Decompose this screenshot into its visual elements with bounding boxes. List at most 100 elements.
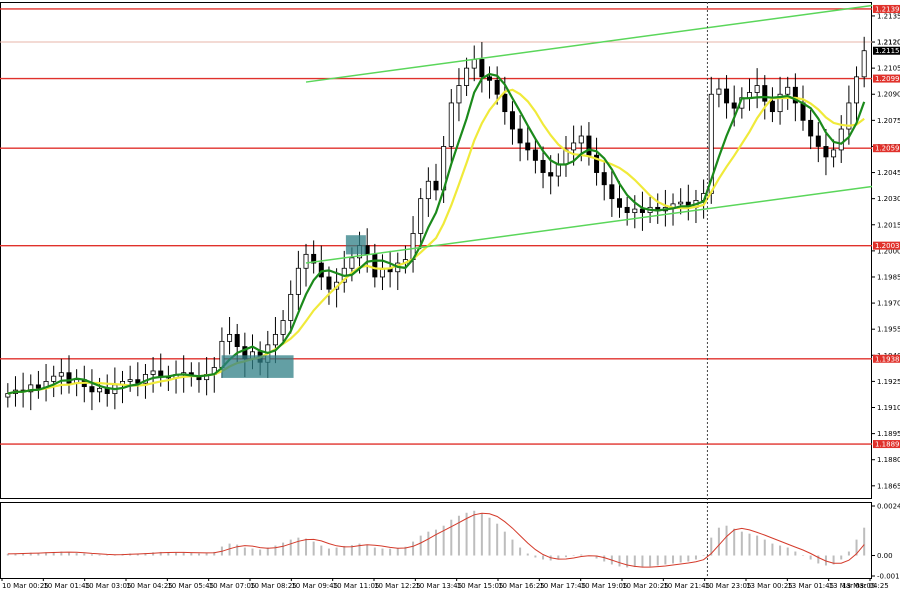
candle [624,206,630,213]
candle [532,149,538,161]
histogram-bar [832,555,835,565]
current-price-box [873,46,900,55]
candle [509,111,515,130]
histogram-bar [496,523,499,556]
histogram-bar [381,548,384,556]
candle [448,102,454,147]
candle [540,159,546,173]
histogram-bar [771,543,774,556]
histogram-bar [90,554,93,556]
level-label: 1.1938 [875,355,900,363]
time-tick-label: 13 Mar 00:25 [746,582,793,590]
histogram-bar [159,551,162,556]
histogram-bar [526,553,529,556]
time-tick-label: 10 Mar 00:25 [2,582,49,590]
time-tick-label: 13 Mar 01:45 [787,582,834,590]
time-tick-label: 10 Mar 15:05 [457,582,504,590]
level-label: 1.2059 [875,145,900,153]
price-tick-label: 1.2045 [877,169,900,177]
histogram-bar [22,553,25,556]
histogram-bar [802,555,805,557]
histogram-bar [442,525,445,556]
histogram-bar [358,543,361,556]
candle [632,208,638,213]
candle [66,372,72,384]
candle [517,128,523,144]
candle [594,154,600,173]
price-tick-label: 1.2105 [877,65,900,73]
oscillator-frame [0,502,872,579]
histogram-bar [67,552,70,556]
histogram-bar [305,538,308,556]
osc-tick-label: -0.00103 [877,573,900,581]
candle [586,135,592,156]
current-price-label: 1.2115 [875,47,900,55]
time-tick-label: 10 Mar 05:45 [167,582,214,590]
histogram-bar [794,551,797,556]
candle [288,293,294,321]
candle [823,146,829,158]
candle [318,262,324,278]
osc-tick-label: 0.00249 [877,503,900,511]
candle [51,375,57,382]
candle [831,149,837,158]
entry-zone-box [221,355,294,378]
candle [303,253,309,269]
candle [854,76,860,104]
price-tick-label: 1.1955 [877,326,900,334]
histogram-bar [259,549,262,556]
histogram-bar [756,535,759,556]
histogram-bar [182,552,185,556]
histogram-bar [37,553,40,556]
histogram-bar [373,547,376,556]
candle [58,372,64,377]
histogram-bar [847,551,850,556]
candle [601,172,607,186]
candle [234,334,240,347]
histogram-bar [389,548,392,556]
candles [5,36,867,411]
time-tick-label: 10 Mar 07:05 [209,582,256,590]
level-label-box [873,440,900,449]
histogram-bar [83,553,86,556]
time-tick-label: 10 Mar 11:05 [333,582,380,590]
histogram-bar [656,555,659,566]
histogram-bar [144,553,147,556]
histogram-bar [710,537,713,556]
candle [678,201,684,205]
time-tick-label: 10 Mar 19:05 [581,582,628,590]
candle [808,119,814,137]
time-tick-label: 10 Mar 21:45 [663,582,710,590]
histogram-bar [274,545,277,556]
candle [800,102,806,121]
histogram-bar [167,552,170,556]
candle [861,50,867,78]
price-tick-label: 1.2135 [877,12,900,20]
price-tick-label: 1.1865 [877,482,900,490]
histogram-bar [855,539,858,556]
candle [731,102,737,109]
histogram-bar [633,555,636,568]
histogram-bar [297,537,300,556]
main-pane: 1.21351.21201.21051.20901.20751.20601.20… [0,2,900,578]
histogram-bar [266,547,269,556]
histogram-bar [335,547,338,556]
histogram-bar [106,555,109,556]
histogram-bar [14,553,17,556]
ma-slow-line [7,88,865,395]
price-tick-label: 1.2015 [877,221,900,229]
price-tick-label: 1.1985 [877,273,900,281]
histogram-bar [75,553,78,556]
candle [754,85,760,93]
candle [525,142,531,151]
histogram-bar [725,525,728,556]
level-label: 1.2099 [875,75,900,83]
histogram-bar [687,555,690,562]
candle [272,334,278,346]
candle [777,93,783,113]
histogram-bar [243,547,246,556]
candle [295,267,301,295]
candle [502,93,508,113]
candle [464,67,470,86]
candle [471,59,477,69]
